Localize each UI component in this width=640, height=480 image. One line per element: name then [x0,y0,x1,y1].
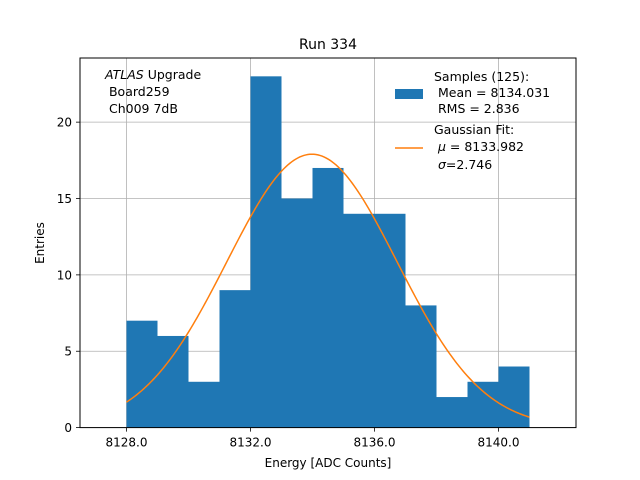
histogram-bar [250,76,282,428]
legend-samples-line-1: Samples (125): [434,69,529,84]
histogram-bar [498,366,530,428]
x-tick-label: 8140.0 [478,436,520,450]
x-axis-ticks: 8128.0 8132.0 8136.0 8140.0 [106,427,520,450]
y-tick-label: 10 [57,268,72,282]
legend-samples-line-2: Mean = 8134.031 [434,85,550,100]
legend-fit-sigma: σ=2.746 [434,157,492,172]
x-tick-label: 8132.0 [230,436,272,450]
legend-samples-swatch [395,89,423,99]
x-tick-label: 8136.0 [354,436,396,450]
y-tick-label: 15 [57,192,72,206]
annotation-line-3: Ch009 7dB [105,101,178,116]
y-tick-label: 20 [57,116,72,130]
histogram-bar [188,381,220,428]
histogram-bar [467,381,499,428]
histogram-bar [219,290,251,428]
legend-mu-symbol: μ [437,139,446,154]
legend-fit-mu: μ = 8133.982 [434,139,524,154]
x-axis-label: Energy [ADC Counts] [265,456,392,470]
histogram-bar [436,397,468,428]
y-tick-label: 5 [64,345,72,359]
annotation-line-1: ATLAS Upgrade [104,67,201,82]
x-tick-label: 8128.0 [106,436,148,450]
y-axis-ticks: 0 5 10 15 20 [57,116,80,435]
annotation-line-2: Board259 [105,84,170,99]
plot-frame [79,57,577,429]
histogram-bar [343,213,375,428]
legend-mu-value: = 8133.982 [446,139,524,154]
gaussian-fit-curve [126,153,530,418]
legend-samples-line-3: RMS = 2.836 [434,101,520,116]
legend-fit-line-1: Gaussian Fit: [434,122,514,137]
histogram-bar [157,335,189,428]
y-tick-label: 0 [64,421,72,435]
histogram-bar [126,320,158,428]
y-axis-label: Entries [33,222,47,264]
legend-sigma-symbol: σ [438,157,447,172]
histogram-bar [374,213,406,428]
legend-sigma-value: =2.746 [446,157,492,172]
chart-title: Run 334 [299,37,357,53]
histogram-bars [126,76,530,428]
histogram-bar [405,305,437,428]
histogram-bar [312,167,344,428]
annotation-atlas: ATLAS [104,67,144,82]
annotation-upgrade: Upgrade [144,67,202,82]
histogram-bar [281,198,313,428]
legend: Samples (125): Mean = 8134.031 RMS = 2.8… [395,69,550,172]
atlas-annotation: ATLAS Upgrade Board259 Ch009 7dB [104,67,201,116]
